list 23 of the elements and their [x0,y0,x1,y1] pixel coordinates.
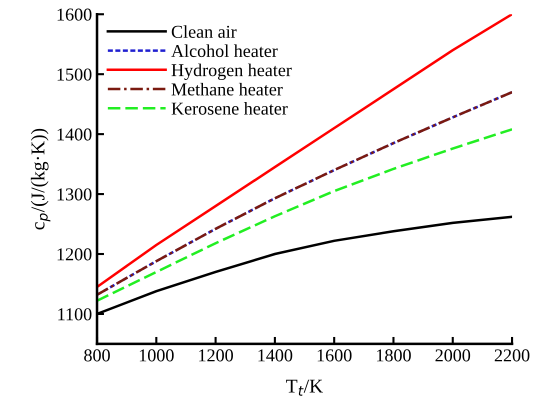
y-tick-label: 1100 [58,308,92,320]
y-tick-label: 1200 [58,248,92,260]
legend-label: Clean air [172,25,237,38]
line-series [97,14,512,288]
legend-label: Methane heater [172,82,283,96]
y-tick-label: 1400 [58,128,92,141]
line-series [97,128,512,302]
x-tick-label: 1200 [199,349,233,362]
y-tick-label: 1500 [58,68,92,81]
x-tick-label: 1800 [377,349,411,362]
x-axis-title: T$_{t}$/K [286,380,323,396]
x-tick-label: 1000 [140,349,174,362]
y-axis-title: c$_{p}$/(J/(kg·K)) [30,128,50,230]
legend-label: Hydrogen heater [172,64,292,80]
x-tick-label: 2000 [435,349,470,362]
x-tick-label: 2200 [494,349,530,362]
x-tick-label: 1400 [258,349,292,362]
x-tick-label: 800 [84,349,110,362]
legend-label: Kerosene heater [172,102,288,115]
y-tick-label: 1600 [58,8,92,21]
y-tick-label: 1300 [58,188,92,201]
x-tick-label: 1600 [318,349,352,362]
legend-label: Alcohol heater [171,44,278,58]
